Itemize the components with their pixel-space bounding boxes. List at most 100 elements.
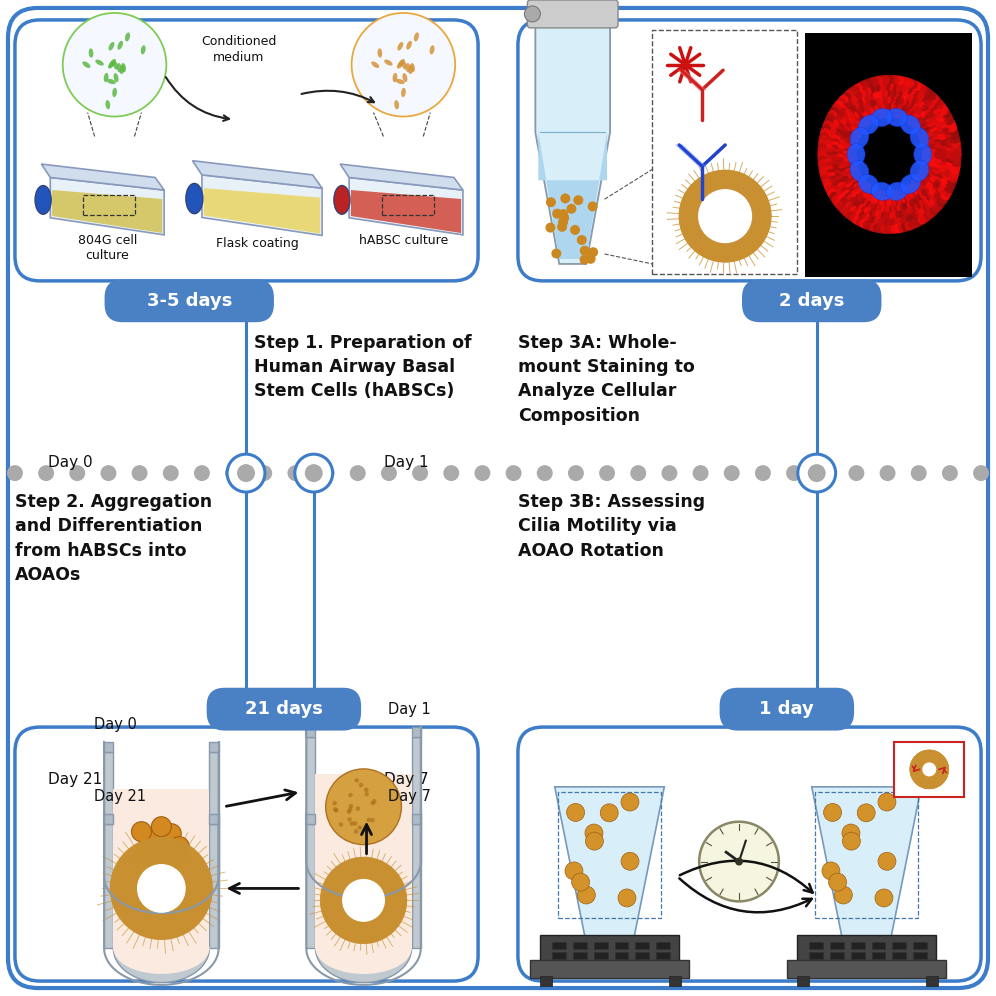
Circle shape	[574, 195, 584, 205]
Circle shape	[932, 753, 940, 761]
Circle shape	[911, 765, 919, 773]
Circle shape	[379, 906, 386, 914]
Circle shape	[336, 924, 344, 931]
Circle shape	[911, 769, 919, 777]
Circle shape	[704, 190, 712, 198]
Circle shape	[929, 758, 936, 765]
Circle shape	[356, 929, 364, 936]
Circle shape	[189, 856, 197, 863]
Circle shape	[918, 760, 926, 768]
Circle shape	[929, 756, 936, 763]
Circle shape	[327, 919, 335, 927]
Circle shape	[346, 868, 354, 874]
Circle shape	[899, 84, 909, 94]
Circle shape	[906, 183, 916, 193]
Circle shape	[329, 872, 337, 878]
Circle shape	[911, 103, 921, 113]
Circle shape	[148, 908, 156, 915]
Circle shape	[144, 839, 151, 847]
Circle shape	[360, 868, 368, 875]
Circle shape	[691, 202, 699, 210]
Circle shape	[177, 928, 185, 936]
Circle shape	[847, 172, 857, 182]
Circle shape	[382, 914, 390, 922]
Circle shape	[190, 875, 198, 882]
Circle shape	[181, 892, 189, 900]
Circle shape	[343, 910, 350, 917]
Circle shape	[341, 907, 349, 915]
Circle shape	[337, 924, 345, 932]
Circle shape	[139, 861, 147, 869]
Circle shape	[381, 892, 388, 899]
Circle shape	[866, 114, 875, 124]
Circle shape	[899, 97, 909, 107]
Circle shape	[727, 243, 735, 251]
Circle shape	[340, 888, 347, 896]
Circle shape	[929, 776, 936, 783]
Circle shape	[707, 175, 715, 183]
Circle shape	[722, 240, 730, 248]
Circle shape	[920, 773, 927, 780]
Circle shape	[134, 867, 141, 874]
Circle shape	[751, 221, 759, 229]
Circle shape	[749, 214, 757, 222]
Circle shape	[751, 187, 759, 195]
Circle shape	[753, 210, 761, 218]
Circle shape	[824, 182, 834, 192]
Circle shape	[702, 174, 710, 182]
Circle shape	[921, 750, 928, 758]
Circle shape	[920, 771, 928, 779]
Circle shape	[395, 913, 403, 921]
Circle shape	[726, 243, 734, 251]
Circle shape	[829, 873, 847, 891]
Circle shape	[136, 852, 144, 860]
Circle shape	[350, 923, 357, 931]
Circle shape	[703, 177, 711, 185]
Circle shape	[925, 200, 935, 210]
Circle shape	[140, 929, 148, 937]
Circle shape	[142, 845, 149, 852]
Circle shape	[570, 225, 580, 235]
Circle shape	[133, 849, 140, 857]
Circle shape	[737, 180, 745, 188]
Circle shape	[721, 240, 729, 248]
Circle shape	[366, 925, 373, 932]
Circle shape	[740, 174, 748, 182]
Circle shape	[913, 759, 920, 767]
Circle shape	[142, 910, 150, 917]
Circle shape	[163, 856, 170, 864]
Circle shape	[682, 210, 690, 218]
Circle shape	[752, 195, 760, 203]
Circle shape	[374, 917, 382, 925]
Circle shape	[345, 880, 353, 888]
Circle shape	[138, 906, 145, 914]
Circle shape	[372, 878, 379, 885]
Circle shape	[389, 910, 397, 918]
Circle shape	[394, 906, 402, 914]
Circle shape	[931, 774, 939, 782]
Circle shape	[940, 772, 947, 780]
Circle shape	[723, 180, 731, 188]
Circle shape	[110, 881, 118, 889]
Circle shape	[821, 174, 831, 184]
Circle shape	[111, 874, 119, 881]
Circle shape	[131, 822, 151, 842]
Circle shape	[940, 772, 948, 779]
Circle shape	[343, 883, 350, 890]
Ellipse shape	[106, 100, 111, 110]
Circle shape	[914, 766, 922, 774]
Circle shape	[862, 198, 872, 208]
Circle shape	[174, 845, 181, 853]
Circle shape	[694, 240, 702, 248]
Circle shape	[915, 763, 922, 771]
Circle shape	[134, 894, 142, 902]
Circle shape	[843, 163, 853, 173]
Circle shape	[355, 875, 362, 882]
Circle shape	[388, 889, 395, 897]
Circle shape	[165, 843, 173, 850]
Circle shape	[726, 173, 734, 181]
Circle shape	[191, 881, 199, 889]
Circle shape	[840, 125, 850, 135]
Circle shape	[331, 869, 339, 876]
Circle shape	[922, 781, 930, 789]
